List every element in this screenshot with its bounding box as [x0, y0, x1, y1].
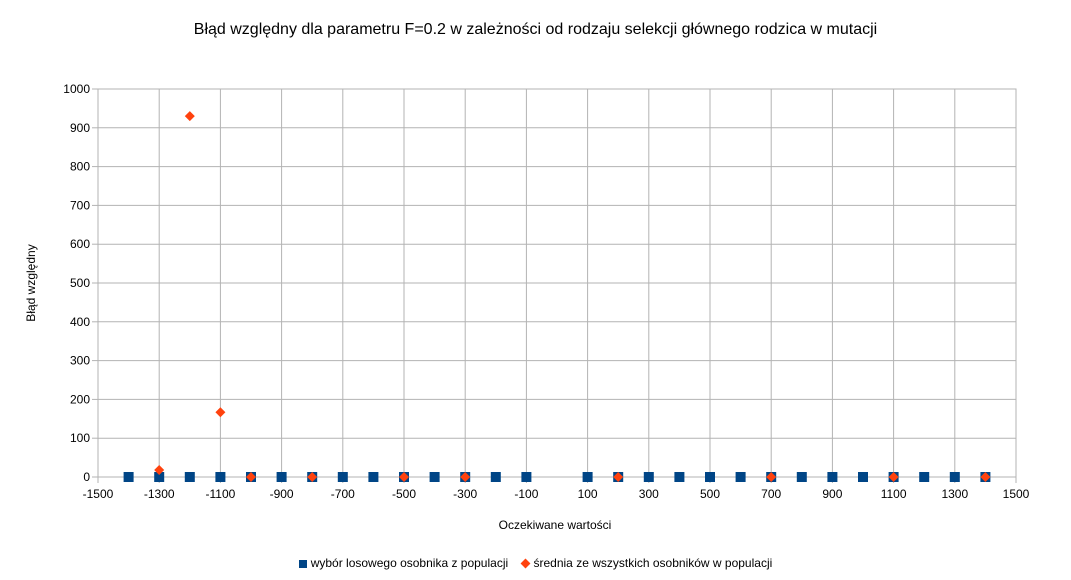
series-2-point: [399, 472, 409, 482]
x-tick-label: 700: [761, 487, 781, 501]
y-tick-label: 500: [70, 276, 90, 290]
x-tick-label: 300: [639, 487, 659, 501]
x-tick-label: 500: [700, 487, 720, 501]
plot-frame: [97, 88, 1017, 478]
series-1-point: [796, 472, 807, 482]
x-tick-label: -1100: [205, 487, 235, 501]
series-1-point: [276, 472, 287, 482]
x-tick-label: 1500: [1003, 487, 1030, 501]
series-1-point: [123, 472, 134, 482]
legend-item-series-2: średnia ze wszystkich osobników w popula…: [520, 556, 773, 570]
x-tick-label: 1100: [881, 487, 907, 501]
series-1-point: [154, 472, 165, 482]
series-1-point: [827, 472, 838, 482]
y-tick-label: 0: [83, 470, 90, 484]
series-1-point: [582, 472, 593, 482]
series-1-point: [643, 472, 654, 482]
y-tick-label: 600: [70, 237, 90, 251]
chart-title: Błąd względny dla parametru F=0.2 w zale…: [193, 21, 878, 38]
series-1-point: [215, 472, 226, 482]
x-tick-label: 1300: [941, 487, 968, 501]
y-tick-label: 800: [70, 160, 90, 174]
grid-lines: [97, 88, 1017, 478]
y-tick-label: 400: [70, 315, 90, 329]
legend-diamond-marker: [520, 558, 530, 569]
x-tick-label: 100: [578, 487, 598, 501]
x-tick-label: 900: [822, 487, 842, 501]
y-tick-label: 200: [70, 392, 90, 406]
series-2-point: [307, 472, 318, 482]
series-1-point: [337, 472, 348, 482]
x-axis-label: Oczekiwane wartości: [499, 518, 612, 532]
series-2-point: [154, 465, 165, 476]
series-1-point: [858, 472, 868, 482]
y-tick-label: 700: [70, 198, 90, 212]
x-tick-label: -100: [514, 487, 538, 501]
series-1-point: [184, 472, 195, 482]
series-1-point: [674, 472, 685, 482]
series-1-point: [735, 472, 746, 482]
series-2-point: [766, 472, 777, 482]
series-2-point: [215, 407, 226, 418]
series-1-point: [949, 472, 960, 482]
y-tick-label: 1000: [63, 82, 90, 96]
series-2-point: [460, 472, 471, 482]
series-1-point: [521, 472, 532, 482]
x-tick-label: -1300: [144, 487, 175, 501]
series-2-point: [980, 472, 991, 482]
legend-label: wybór losowego osobnika z populacji: [310, 556, 509, 570]
series-1-point: [429, 472, 440, 482]
series-2-point: [246, 472, 256, 482]
tick-labels: 0 100 200 300 400 500 600 700 800 900 1000 -1500 -13…: [63, 82, 1029, 501]
series-1-point: [919, 472, 930, 482]
series-1-point: [705, 472, 715, 482]
series-2-point: [184, 111, 195, 122]
legend-square-marker: [298, 559, 307, 568]
legend: wybór losowego osobnika z populacji śred…: [0, 556, 1071, 570]
legend-label: średnia ze wszystkich osobników w popula…: [533, 556, 773, 570]
x-tick-label: -500: [392, 487, 416, 501]
x-tick-label: -700: [331, 487, 355, 501]
data-points: [123, 111, 991, 482]
series-2-point: [888, 472, 899, 482]
y-tick-label: 300: [70, 354, 90, 368]
y-tick-label: 100: [70, 431, 90, 445]
series-1-point: [490, 472, 501, 482]
y-tick-label: 900: [70, 121, 90, 135]
x-tick-label: -300: [453, 487, 477, 501]
axes: [92, 88, 1017, 483]
x-tick-label: -900: [270, 487, 294, 501]
x-tick-label: -1500: [83, 487, 114, 501]
series-2-point: [613, 472, 624, 482]
series-1-point: [368, 472, 379, 482]
legend-item-series-1: wybór losowego osobnika z populacji: [298, 556, 509, 570]
y-axis-label: Błąd względny: [24, 244, 38, 321]
